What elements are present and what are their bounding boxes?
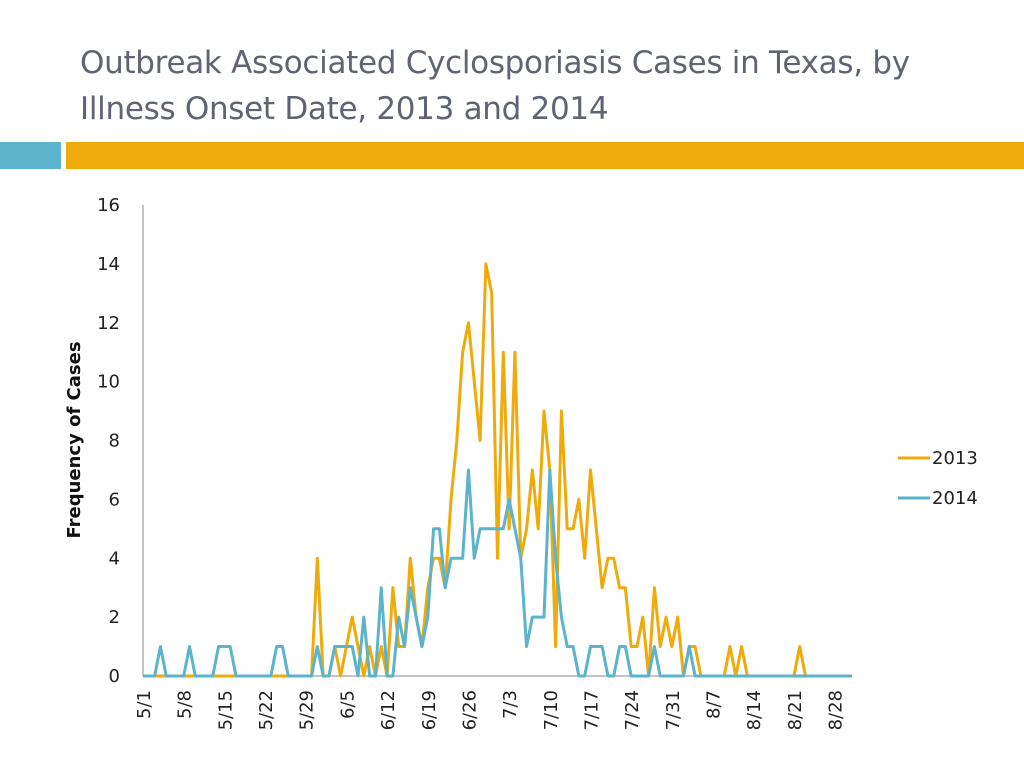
x-tick-label: 6/12 — [378, 690, 399, 730]
x-tick-label: 8/7 — [704, 690, 725, 719]
x-tick-label: 7/24 — [622, 690, 643, 730]
y-tick-label: 4 — [109, 548, 120, 569]
legend: 2013 2014 — [898, 448, 978, 509]
accent-bar-blue — [0, 142, 61, 169]
series-line-2013 — [143, 262, 852, 678]
x-tick-label: 7/31 — [663, 690, 684, 730]
x-tick-label: 7/10 — [541, 690, 562, 730]
x-tick-label: 5/1 — [134, 690, 155, 719]
legend-label-2013: 2013 — [932, 448, 978, 469]
x-tick-label: 5/15 — [215, 690, 236, 730]
x-tick-label: 8/28 — [826, 690, 847, 730]
x-tick-label: 5/22 — [256, 690, 277, 730]
y-tick-label: 6 — [109, 489, 120, 510]
x-tick-label: 5/8 — [175, 690, 196, 719]
series-layer — [143, 262, 852, 678]
x-tick-label: 6/26 — [459, 690, 480, 730]
x-tick-label: 6/5 — [337, 690, 358, 719]
y-tick-label: 12 — [97, 313, 120, 334]
accent-bar-gold — [66, 142, 1024, 169]
y-axis: 0 2 4 6 8 10 12 14 16 — [97, 195, 144, 687]
x-axis: 5/1 5/8 5/15 5/22 5/29 6/5 6/12 6/19 6/26 7/3 7/10… — [134, 675, 852, 730]
x-tick-label: 6/19 — [419, 690, 440, 730]
legend-label-2014: 2014 — [932, 488, 978, 509]
y-tick-label: 0 — [109, 666, 120, 687]
x-tick-label: 8/14 — [744, 690, 765, 730]
y-tick-label: 2 — [109, 607, 120, 628]
x-tick-label: 7/3 — [500, 690, 521, 719]
y-tick-label: 10 — [97, 372, 120, 393]
slide-title: Outbreak Associated Cyclosporiasis Cases… — [80, 45, 910, 127]
x-tick-label: 7/17 — [581, 690, 602, 730]
y-axis-title: Frequency of Cases — [64, 341, 85, 538]
x-tick-label: 5/29 — [297, 690, 318, 730]
y-tick-label: 16 — [97, 195, 120, 216]
x-tick-label: 8/21 — [785, 690, 806, 730]
y-tick-label: 8 — [109, 431, 120, 452]
y-tick-label: 14 — [97, 254, 120, 275]
series-line-2014 — [143, 468, 852, 678]
